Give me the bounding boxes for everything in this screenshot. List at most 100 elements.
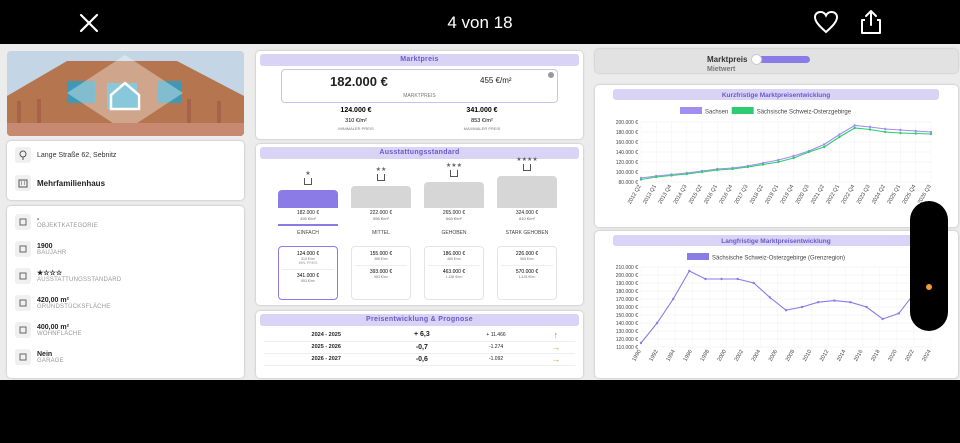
- level-m2: 555 €/m²: [373, 216, 389, 221]
- image-counter: 4 von 18: [447, 13, 513, 32]
- legend-swatch: [731, 107, 754, 114]
- data-point: [716, 168, 719, 172]
- address-text: Lange Straße 62, Sebnitz: [37, 151, 117, 159]
- y-tick-label: 210.000 €: [616, 265, 638, 271]
- diamond-icon: [15, 268, 31, 284]
- toggle-bar: Marktpreis Mietwert: [595, 49, 958, 73]
- max-price-m2: 853 €/m²: [471, 118, 493, 124]
- x-tick-label: 2016: [853, 349, 864, 363]
- data-point: [768, 296, 772, 299]
- level-min-m2: 565 €/m²: [520, 257, 534, 261]
- data-point: [899, 128, 902, 132]
- data-point: [929, 132, 933, 136]
- x-tick-label: 2016 Q1: [703, 184, 719, 205]
- toggle-knob[interactable]: [751, 54, 762, 65]
- level-price: 265.000 €: [442, 210, 466, 216]
- data-point: [822, 145, 826, 149]
- level-m2: 455 €/m²: [300, 216, 316, 221]
- level-min-price: 226.000 €: [515, 251, 539, 257]
- attribute-row: 420,00 m² GRUNDSTÜCKSFLÄCHE: [15, 295, 236, 311]
- x-tick-label: 2006: [768, 349, 779, 363]
- attribute-label: BAUJAHR: [37, 249, 67, 256]
- house-icon: [377, 174, 385, 181]
- data-point: [838, 133, 841, 136]
- min-price: 124.000 €: [340, 107, 372, 114]
- min-price-label: MINIMALER PREIS: [338, 126, 374, 131]
- prognose-percent: -0,7: [388, 341, 456, 354]
- level-label: MITTEL: [372, 230, 390, 236]
- level-bar: [278, 190, 338, 208]
- data-point: [784, 309, 788, 312]
- trend-arrow-icon: ↑: [536, 329, 575, 342]
- x-tick-label: 1990: [631, 349, 642, 363]
- min-price-m2: 310 €/m²: [345, 118, 367, 124]
- heart-icon[interactable]: [813, 10, 839, 34]
- level-range-box: 186.000 € 465 €/m² 463.000 € 1.158 €/m²: [424, 246, 484, 300]
- report-image: Lange Straße 62, Sebnitz Mehrfamilienhau…: [0, 44, 960, 380]
- attribute-row: - OBJEKTKATEGORIE: [15, 214, 236, 230]
- level-column[interactable]: ★★★ 265.000 € 663 €/m² GEHOBEN 186.000 €…: [424, 162, 484, 302]
- data-point: [881, 317, 884, 321]
- attribute-row: 1900 BAUJAHR: [15, 241, 236, 257]
- house-icon: [450, 170, 458, 177]
- level-column[interactable]: ★ 182.000 € 455 €/m² EINFACH 124.000 € 3…: [278, 162, 338, 302]
- level-label: GEHOBEN: [441, 230, 467, 236]
- x-tick-label: 2012: [819, 349, 830, 363]
- scroll-indicator[interactable]: [910, 201, 948, 331]
- x-tick-label: 1992: [648, 349, 659, 363]
- chart-title: Langfristige Marktpreisentwicklung: [721, 238, 830, 245]
- x-tick-label: 2008: [785, 349, 796, 363]
- legend-swatch: [687, 253, 709, 260]
- building-icon: [15, 175, 31, 191]
- level-price: 222.000 €: [369, 210, 393, 216]
- construction-icon: [15, 241, 31, 257]
- marktpreis-value: 182.000 €: [330, 74, 388, 89]
- level-max-m2: 853 €/m²: [301, 279, 315, 283]
- house-icon: [523, 164, 531, 171]
- scroll-indicator-dot: [926, 284, 932, 290]
- prognose-table: 2024 - 2025 + 6,3 + 11.466 ↑ 2025 - 2026 …: [264, 329, 575, 366]
- data-point: [899, 131, 902, 135]
- y-tick-label: 130.000 €: [616, 329, 638, 335]
- close-icon[interactable]: [78, 12, 100, 34]
- level-m2: 810 €/m²: [519, 216, 535, 221]
- y-tick-label: 120.000 €: [616, 337, 638, 343]
- attribute-value: 420,00 m²: [37, 296, 69, 304]
- data-point: [792, 154, 795, 158]
- level-min-price: 155.000 €: [369, 251, 393, 257]
- level-min-m2: 310 €/m²: [301, 257, 315, 261]
- info-icon[interactable]: [548, 72, 554, 78]
- level-column[interactable]: ★★★★ 324.000 € 810 €/m² STARK GEHOBEN 22…: [497, 157, 557, 302]
- data-point: [655, 321, 659, 325]
- attribute-label: WOHNFLÄCHE: [37, 330, 82, 337]
- share-icon[interactable]: [859, 9, 883, 35]
- attribute-row: 400,00 m² WOHNFLÄCHE: [15, 322, 236, 338]
- level-bar: [424, 182, 484, 208]
- attribute-row: ★☆☆☆ AUSSTATTUNGSSTANDARD: [15, 268, 236, 284]
- data-point: [688, 269, 691, 273]
- x-tick-label: 2013 Q1: [642, 184, 658, 205]
- prognose-absolute: + 11.466: [455, 329, 537, 342]
- x-tick-label: 1994: [666, 349, 677, 363]
- x-tick-label: 1998: [700, 349, 711, 363]
- x-tick-label: 2022 Q4: [841, 184, 857, 205]
- prognose-period: 2025 - 2026: [264, 341, 389, 354]
- selected-underline: [278, 224, 338, 226]
- short-term-chart-card: Kurzfristige Marktpreisentwicklung Sachse…: [595, 85, 958, 227]
- y-tick-label: 140.000 €: [616, 321, 638, 327]
- long-term-chart-card: Langfristige Marktpreisentwicklung Sächsi…: [595, 231, 958, 378]
- level-stars: ★: [305, 171, 311, 177]
- y-tick-label: 100.000 €: [616, 170, 638, 176]
- level-column[interactable]: ★★ 222.000 € 555 €/m² MITTEL 155.000 € 3…: [351, 162, 411, 302]
- data-point: [777, 160, 780, 164]
- level-stars: ★★★: [445, 163, 463, 169]
- home-icon: [15, 214, 31, 230]
- x-tick-label: 2000: [717, 349, 728, 363]
- level-max-price: 341.000 €: [296, 273, 320, 279]
- data-point: [865, 305, 868, 309]
- max-price: 341.000 €: [466, 107, 498, 114]
- data-point: [746, 165, 750, 169]
- toggle-switch[interactable]: [751, 54, 810, 65]
- toggle-label-mietwert: Mietwert: [707, 66, 736, 73]
- level-min-price: 186.000 €: [442, 251, 466, 257]
